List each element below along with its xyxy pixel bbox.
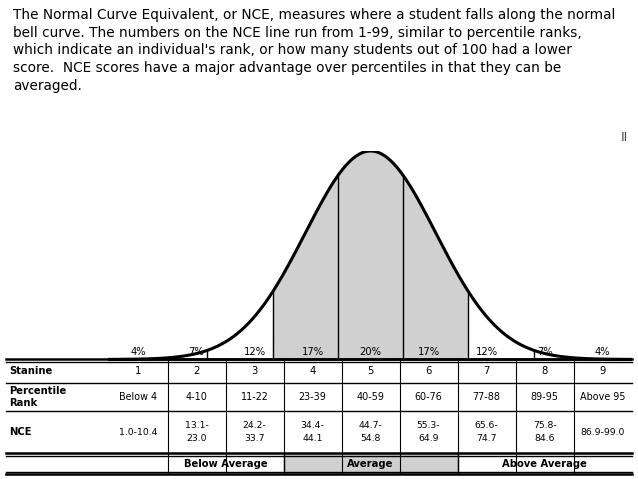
Text: 17%: 17% — [417, 347, 440, 357]
Text: 75.8-: 75.8- — [533, 421, 556, 430]
Text: 74.7: 74.7 — [477, 434, 497, 443]
Text: 17%: 17% — [302, 347, 323, 357]
Text: 54.8: 54.8 — [360, 434, 381, 443]
Text: 86.9-99.0: 86.9-99.0 — [581, 428, 625, 437]
Text: 12%: 12% — [475, 347, 498, 357]
Text: 23.0: 23.0 — [186, 434, 207, 443]
Text: 4%: 4% — [595, 347, 611, 357]
Text: 6: 6 — [426, 366, 432, 376]
Text: 64.9: 64.9 — [419, 434, 439, 443]
Text: 9: 9 — [600, 366, 606, 376]
Text: 1: 1 — [135, 366, 142, 376]
Polygon shape — [272, 151, 468, 359]
Text: 12%: 12% — [244, 347, 265, 357]
Text: 89-95: 89-95 — [531, 392, 559, 402]
Text: Above Average: Above Average — [502, 459, 587, 469]
Text: NCE: NCE — [10, 427, 32, 437]
Text: 4: 4 — [309, 366, 316, 376]
Text: 13.1-: 13.1- — [184, 421, 209, 430]
Text: 33.7: 33.7 — [244, 434, 265, 443]
Text: 65.6-: 65.6- — [475, 421, 498, 430]
Text: 4-10: 4-10 — [186, 392, 207, 402]
Text: 77-88: 77-88 — [473, 392, 501, 402]
Text: 44.7-: 44.7- — [359, 421, 383, 430]
Text: 60-76: 60-76 — [415, 392, 443, 402]
Text: 1.0-10.4: 1.0-10.4 — [119, 428, 158, 437]
Text: Below Average: Below Average — [184, 459, 267, 469]
Text: Average: Average — [348, 459, 394, 469]
Text: 84.6: 84.6 — [535, 434, 555, 443]
Text: Stanine: Stanine — [10, 366, 53, 376]
Text: 2: 2 — [193, 366, 200, 376]
Text: 34.4-: 34.4- — [300, 421, 325, 430]
Text: 7: 7 — [484, 366, 490, 376]
Text: 5: 5 — [367, 366, 374, 376]
Text: Above 95: Above 95 — [580, 392, 625, 402]
Bar — [283, 453, 457, 474]
Text: II: II — [621, 131, 628, 144]
Text: 4%: 4% — [131, 347, 146, 357]
Text: 55.3-: 55.3- — [417, 421, 440, 430]
Text: 3: 3 — [251, 366, 258, 376]
Text: 40-59: 40-59 — [357, 392, 385, 402]
Text: 23-39: 23-39 — [299, 392, 327, 402]
Text: 7%: 7% — [189, 347, 204, 357]
Text: 8: 8 — [542, 366, 548, 376]
Text: 24.2-: 24.2- — [242, 421, 267, 430]
Text: Below 4: Below 4 — [119, 392, 158, 402]
Text: 20%: 20% — [360, 347, 382, 357]
Text: 44.1: 44.1 — [302, 434, 323, 443]
Text: 7%: 7% — [537, 347, 553, 357]
Text: Percentile
Rank: Percentile Rank — [10, 387, 67, 408]
Text: 11-22: 11-22 — [241, 392, 269, 402]
Text: The Normal Curve Equivalent, or NCE, measures where a student falls along the no: The Normal Curve Equivalent, or NCE, mea… — [13, 8, 615, 93]
